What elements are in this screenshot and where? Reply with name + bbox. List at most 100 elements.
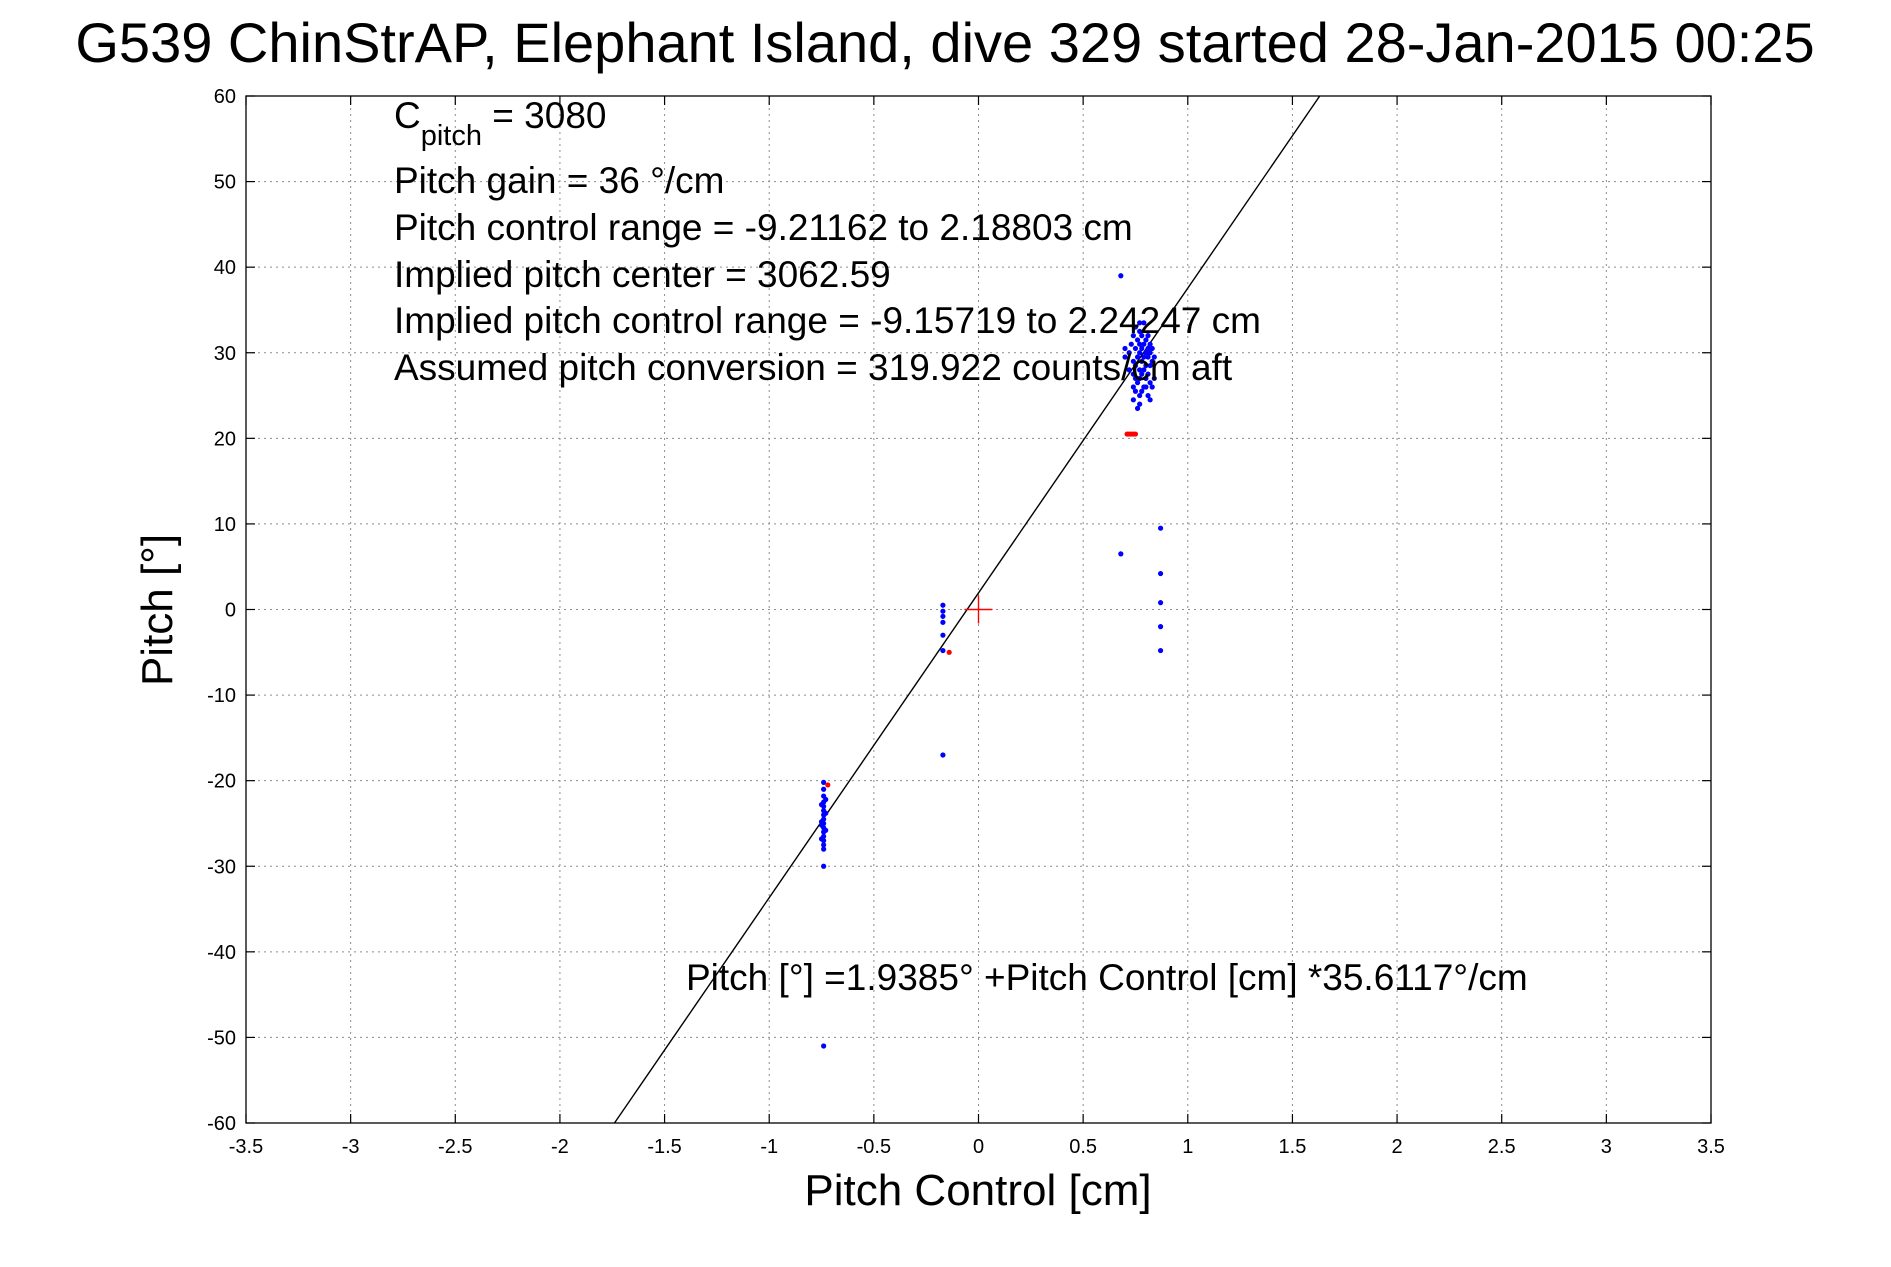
center-marker <box>964 595 993 624</box>
implied-pitch-center-annotation: Implied pitch center = 3062.59 <box>394 254 891 295</box>
data-point <box>1132 324 1139 330</box>
data-point <box>1145 371 1151 377</box>
data-point <box>1145 392 1151 399</box>
data-point <box>1151 354 1157 360</box>
y-tick-label: 30 <box>214 343 236 365</box>
data-point <box>940 752 946 758</box>
implied-pitch-control-range-annotation: Implied pitch control range = -9.15719 t… <box>394 300 1261 341</box>
data-point <box>823 796 829 803</box>
data-point <box>1141 341 1147 347</box>
pitch-conversion-annotation: Assumed pitch conversion = 319.922 count… <box>394 347 1233 388</box>
data-point <box>1134 405 1141 411</box>
data-point <box>1145 345 1151 352</box>
data-point <box>818 822 825 828</box>
data-point <box>821 786 827 792</box>
data-point <box>1151 375 1157 382</box>
data-point <box>940 608 946 614</box>
c-pitch-subscript: pitch <box>421 120 482 152</box>
flagged-data-point <box>825 782 831 788</box>
x-tick-label: 1 <box>1182 1136 1193 1158</box>
data-point <box>1149 345 1155 352</box>
data-point <box>1132 375 1139 382</box>
data-point <box>1118 273 1124 279</box>
data-point <box>1137 367 1143 373</box>
data-point <box>1143 350 1149 356</box>
data-point <box>821 842 827 848</box>
data-point <box>1143 337 1149 343</box>
data-point <box>821 1043 827 1049</box>
data-point <box>1134 337 1141 343</box>
c-pitch-value: = 3080 <box>482 95 606 136</box>
y-tick-label: 60 <box>214 86 236 108</box>
data-point <box>1157 570 1164 577</box>
data-point <box>1128 341 1134 347</box>
data-point <box>1143 375 1149 382</box>
x-tick-label: -2.5 <box>438 1136 472 1158</box>
y-axis-label: Pitch [°] <box>133 534 182 686</box>
chart-title: G539 ChinStrAP, Elephant Island, dive 32… <box>75 11 1814 74</box>
y-tick-labels: -60 -50 -40 -30 -20 -10 0 10 20 30 40 50 60 <box>207 86 236 1135</box>
x-tick-label: -3 <box>342 1136 360 1158</box>
x-tick-label: 2 <box>1392 1136 1403 1158</box>
c-pitch-symbol: C <box>394 95 421 136</box>
y-tick-label: 0 <box>225 600 236 622</box>
data-point <box>1147 380 1153 386</box>
data-point <box>1118 551 1124 557</box>
data-point <box>1126 350 1132 356</box>
x-tick-label: 3.5 <box>1697 1136 1725 1158</box>
y-tick-label: -20 <box>207 771 236 793</box>
data-point <box>1130 333 1136 339</box>
data-point <box>1147 350 1153 356</box>
x-tick-label: -1.5 <box>647 1136 681 1158</box>
data-point <box>1147 341 1153 347</box>
data-point <box>1137 341 1143 347</box>
data-point <box>1157 600 1164 606</box>
data-point <box>1141 354 1147 360</box>
y-tick-label: 20 <box>214 428 236 450</box>
data-point <box>1132 345 1139 352</box>
data-point <box>1132 362 1139 369</box>
data-point <box>1137 401 1143 407</box>
flagged-data-point <box>946 649 952 655</box>
data-point <box>1139 371 1145 377</box>
data-point <box>821 863 827 869</box>
data-point <box>1137 375 1143 382</box>
x-tick-label: -3.5 <box>229 1136 263 1158</box>
data-point <box>818 836 825 842</box>
y-tick-label: 40 <box>214 257 236 279</box>
data-point <box>940 619 946 625</box>
data-point <box>1139 333 1145 339</box>
x-tick-label: 2.5 <box>1488 1136 1516 1158</box>
data-point <box>1139 388 1145 394</box>
data-point <box>940 613 946 619</box>
data-point <box>1126 367 1132 373</box>
data-point <box>1122 345 1128 352</box>
x-tick-label: 3 <box>1601 1136 1612 1158</box>
data-point <box>1147 362 1153 369</box>
axis-ticks <box>245 95 1712 1124</box>
x-tick-label: 1.5 <box>1279 1136 1307 1158</box>
c-pitch-annotation: Cpitch = 3080 <box>394 95 606 152</box>
fit-equation: Pitch [°] =1.9385° +Pitch Control [cm] *… <box>686 957 1528 998</box>
x-tick-label: 0 <box>973 1136 984 1158</box>
x-tick-label: 0.5 <box>1069 1136 1097 1158</box>
x-axis-label: Pitch Control [cm] <box>804 1166 1151 1215</box>
data-point <box>940 632 946 638</box>
y-tick-label: -30 <box>207 856 236 878</box>
data-point <box>1143 362 1149 369</box>
data-point <box>818 802 825 808</box>
data-point <box>1134 380 1141 386</box>
data-point <box>1122 354 1128 360</box>
data-point <box>1139 345 1145 352</box>
x-tick-labels: -3.5 -3 -2.5 -2 -1.5 -1 -0.5 0 0.5 1 1.5 2 2.5 3 3.5 <box>229 1136 1725 1158</box>
data-point <box>1141 320 1147 326</box>
data-point <box>1137 320 1143 326</box>
data-point <box>1143 384 1149 390</box>
data-point <box>1130 384 1136 390</box>
data-point <box>1130 358 1136 364</box>
y-tick-label: -60 <box>207 1113 236 1135</box>
data-point <box>1157 525 1164 531</box>
data-point <box>1141 367 1147 373</box>
